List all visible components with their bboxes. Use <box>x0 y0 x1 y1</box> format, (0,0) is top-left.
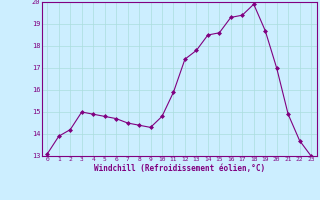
X-axis label: Windchill (Refroidissement éolien,°C): Windchill (Refroidissement éolien,°C) <box>94 164 265 173</box>
